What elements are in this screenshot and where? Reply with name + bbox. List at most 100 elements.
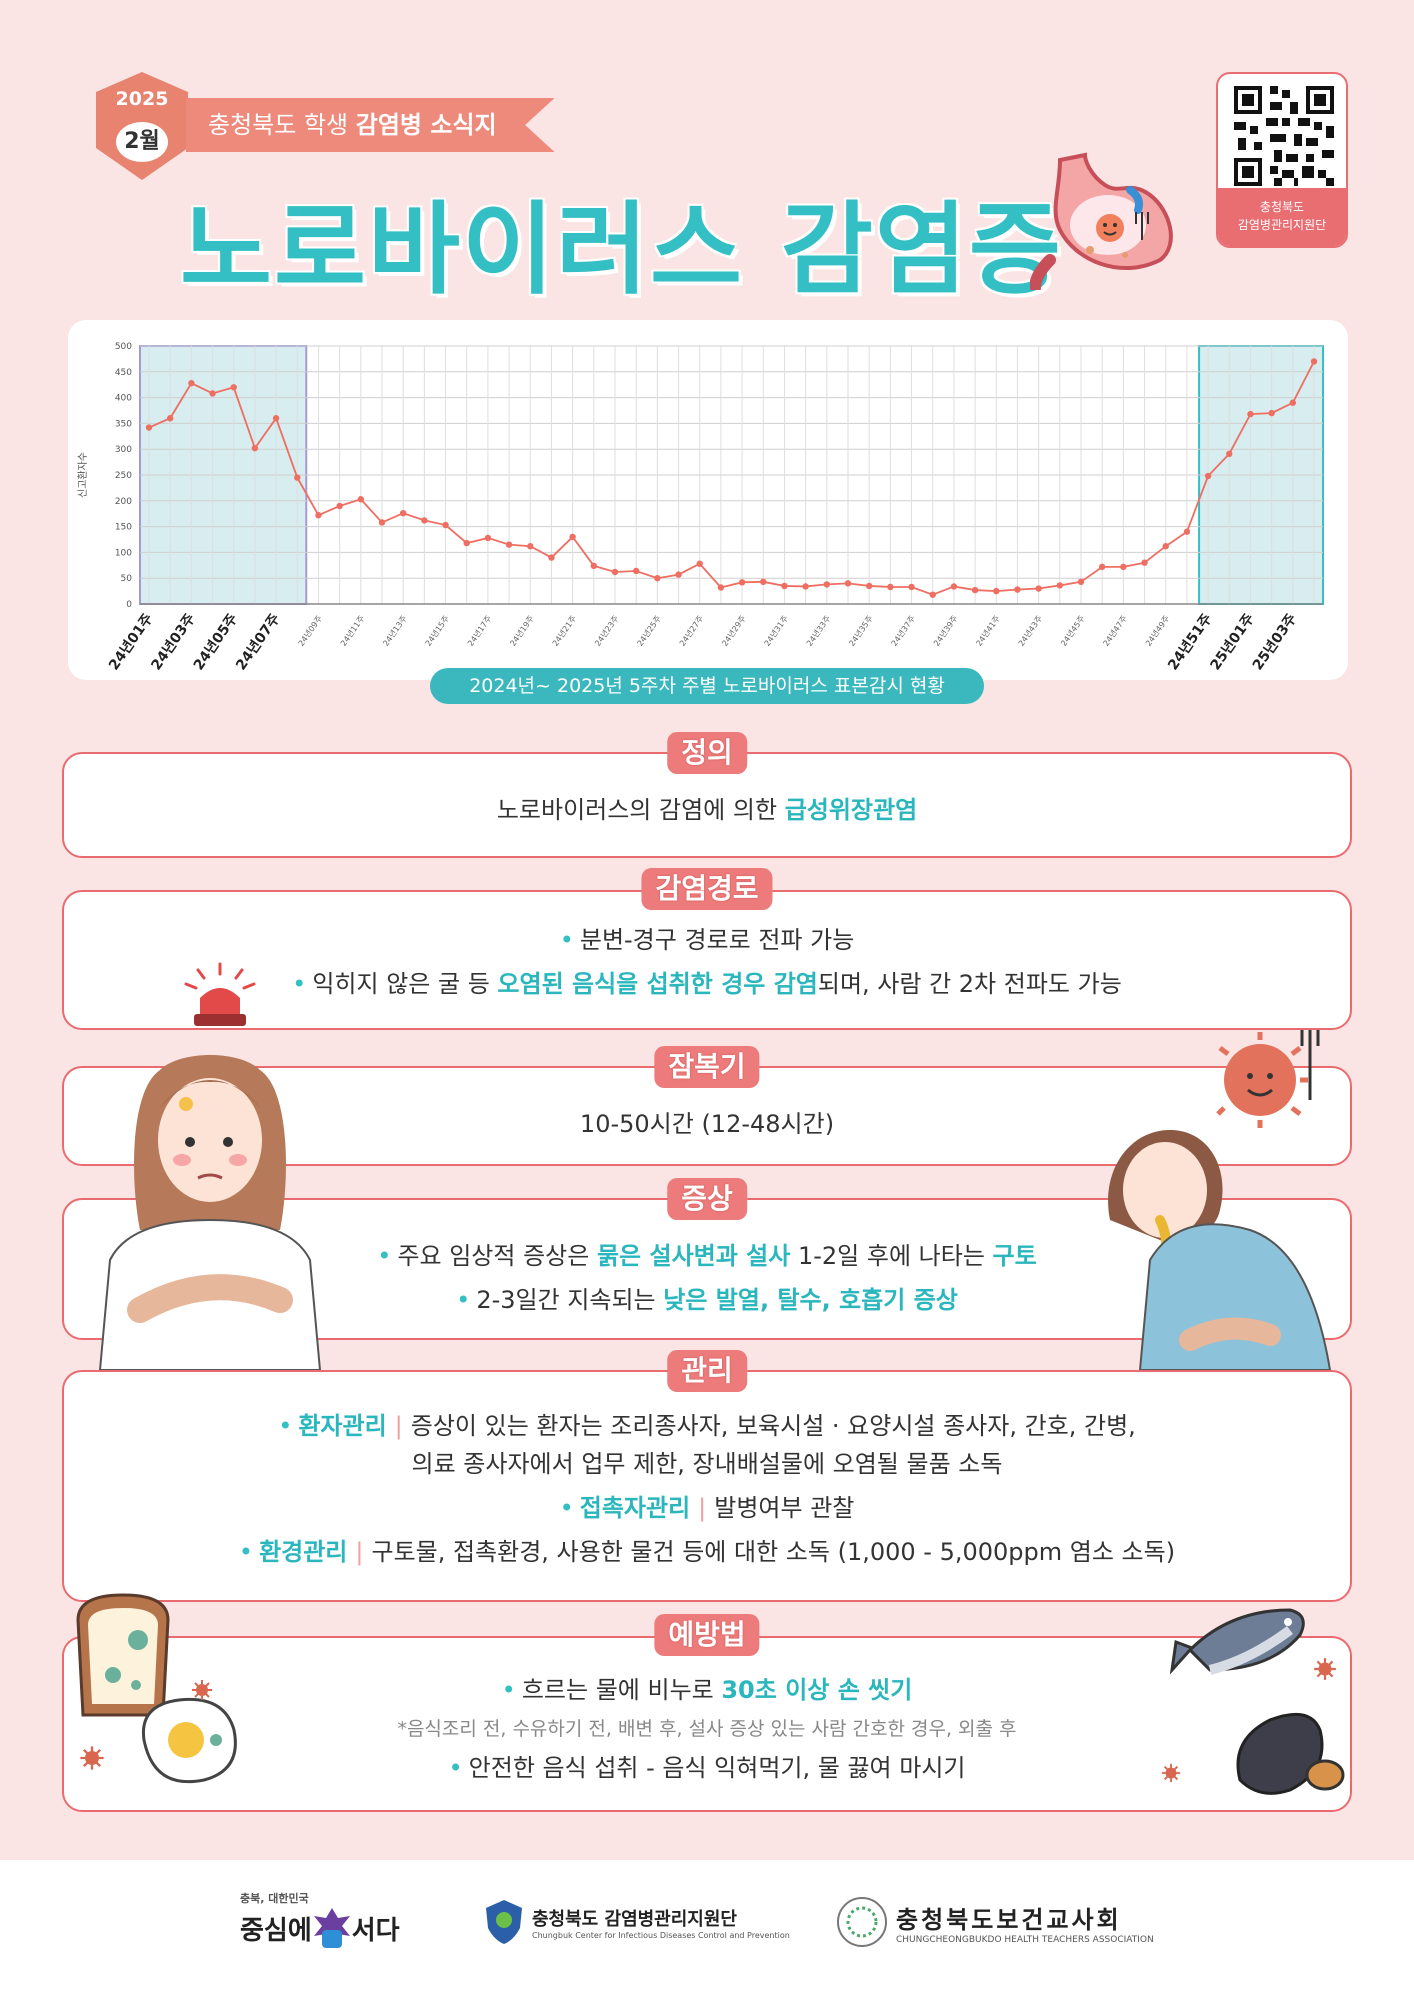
data-point [1056, 582, 1064, 589]
x-tick-label: 24년41주 [974, 613, 1002, 647]
subtitle-bold-text: 감염병 소식지 [355, 111, 497, 139]
data-point [378, 519, 386, 526]
data-point [315, 512, 322, 519]
definition-text: 노로바이러스의 감염에 의한 급성위장관염 [64, 790, 1350, 825]
logo1-small-text: 충북, 대한민국 [240, 1892, 309, 1905]
management-title: 관리 [667, 1350, 747, 1392]
data-point [230, 384, 237, 391]
issue-month: 2월 [116, 122, 168, 162]
x-tick-label: 24년39주 [931, 613, 959, 647]
chart-card: 0 50 100 150 200 250 300 350 400 450 500 신고환자수 24년01… [68, 320, 1348, 680]
data-point [505, 541, 513, 548]
data-point [654, 575, 661, 582]
stomach-virus-icon [1030, 152, 1173, 290]
patient-management-label: 환자관리 [298, 1412, 387, 1440]
data-point [1141, 559, 1148, 566]
x-tick-label: 24년19주 [508, 613, 536, 647]
route-line2-highlight: 오염된 음식을 섭취한 경우 감염 [497, 970, 818, 998]
y-tick-label: 250 [115, 471, 132, 481]
issue-year: 2025 [115, 88, 169, 110]
qr-card[interactable]: 충청북도 감염병관리지원단 [1216, 72, 1348, 248]
y-tick-label: 350 [115, 419, 132, 429]
definition-title: 정의 [667, 732, 747, 774]
chungbuk-logo[interactable]: 충북, 대한민국 중심에 서다 [240, 1890, 400, 1950]
chungbuk-emblem-icon [313, 1908, 350, 1948]
y-tick-label: 50 [121, 574, 133, 584]
girl-stomachache-illustration [98, 1055, 322, 1370]
data-point [865, 582, 873, 590]
logo2-main-text: 충청북도 감염병관리지원단 [532, 1908, 737, 1930]
prevention-line2-text: 안전한 음식 섭취 - 음식 익혀먹기, 물 끓여 마시기 [468, 1754, 966, 1782]
health-teachers-association-logo[interactable]: 충청북도보건교사회 CHUNGCHEONGBUKDO HEALTH TEACHE… [836, 1896, 1154, 1948]
data-point [145, 424, 153, 431]
prevention-line1-highlight: 30초 이상 손 씻기 [721, 1676, 913, 1704]
fish-icon [1170, 1608, 1305, 1675]
data-point [929, 591, 936, 598]
data-point [1268, 409, 1275, 417]
symptoms-line1-mid: 1-2일 후에 나타는 [790, 1242, 993, 1270]
data-point [548, 554, 555, 561]
patient-management-text1: 증상이 있는 환자는 조리종사자, 보육시설 · 요양시설 종사자, 간호, 간… [410, 1412, 1136, 1440]
x-tick-label: 24년11주 [338, 613, 366, 647]
logo3-main-text: 충청북도보건교사회 [896, 1905, 1122, 1934]
siren-icon [184, 962, 256, 1026]
symptoms-line2-highlight: 낮은 발열, 탈수, 호흡기 증상 [663, 1286, 958, 1314]
moldy-bread-icon [76, 1593, 170, 1717]
x-tick-label: 24년25주 [635, 613, 663, 647]
management-content: • 환자관리 | 증상이 있는 환자는 조리종사자, 보육시설 · 요양시설 종사자,… [64, 1404, 1350, 1574]
qr-label: 충청북도 감염병관리지원단 [1218, 188, 1346, 246]
issue-badge: 2025 2월 [92, 70, 192, 182]
x-tick-label: 24년47주 [1101, 613, 1129, 647]
newsletter-subtitle: 충청북도 학생 감염병 소식지 [186, 98, 555, 152]
route-content: • 분변-경구 경로로 전파 가능 • 익히지 않은 굴 등 오염된 음식을 섭취한… [64, 918, 1350, 1006]
data-point [357, 496, 365, 503]
logo2-sub-text: Chungbuk Center for Infectious Diseases … [532, 1930, 790, 1940]
data-point [1310, 358, 1318, 365]
page-title: 노로바이러스 감염증 [180, 191, 1063, 308]
route-title: 감염경로 [641, 868, 773, 910]
data-point [527, 543, 534, 550]
route-line2-post: 되며, 사람 간 2차 전파도 가능 [817, 970, 1122, 998]
data-point [823, 581, 831, 588]
y-tick-label: 0 [126, 600, 132, 610]
y-tick-label: 200 [115, 497, 132, 507]
prevention-note: *음식조리 전, 수유하기 전, 배변 후, 설사 증상 있는 사람 간호한 경… [397, 1718, 1017, 1740]
germ-icon [80, 1746, 104, 1770]
data-point [1204, 472, 1212, 480]
data-point [887, 583, 894, 591]
data-point [336, 502, 343, 510]
data-point [251, 444, 259, 452]
data-point [632, 567, 640, 575]
prevention-line1: • 흐르는 물에 비누로 30초 이상 손 씻기 [501, 1676, 913, 1704]
qr-label-line2: 감염병관리지원단 [1237, 218, 1327, 232]
data-point [1077, 578, 1085, 586]
route-line1: • 분변-경구 경로로 전파 가능 [559, 926, 855, 954]
data-point [590, 562, 598, 570]
symptoms-line1-highlight2: 구토 [992, 1242, 1037, 1270]
symptoms-line2: • 2-3일간 지속되는 낮은 발열, 탈수, 호흡기 증상 [456, 1286, 958, 1314]
symptoms-line1-highlight: 묽은 설사변과 설사 [596, 1242, 791, 1270]
y-axis-label: 신고환자수 [77, 452, 89, 498]
data-point [1120, 563, 1127, 571]
infectious-disease-center-logo[interactable]: 충청북도 감염병관리지원단 Chungbuk Center for Infect… [484, 1898, 790, 1946]
prevention-line2: • 안전한 음식 섭취 - 음식 익혀먹기, 물 끓여 마시기 [448, 1754, 966, 1782]
x-tick-label: 24년35주 [846, 613, 874, 647]
data-point [1014, 586, 1021, 593]
association-emblem-icon [837, 1897, 887, 1947]
data-point [611, 568, 619, 576]
germ-icon [1161, 1763, 1181, 1783]
x-tick-label: 24년49주 [1143, 613, 1171, 647]
route-line2: • 익히지 않은 굴 등 오염된 음식을 섭취한 경우 감염되며, 사람 간 2차… [292, 970, 1122, 998]
prevention-section: • 흐르는 물에 비누로 30초 이상 손 씻기 *음식조리 전, 수유하기 전,… [62, 1636, 1352, 1812]
symptoms-line2-pre: 2-3일간 지속되는 [476, 1286, 664, 1314]
data-point [166, 415, 174, 422]
qr-code-icon[interactable] [1234, 86, 1334, 186]
environment-management-line: • 환경관리 | 구토물, 접촉환경, 사용한 물건 등에 대한 소독 (1,000 … [238, 1538, 1176, 1566]
environment-management-label: 환경관리 [259, 1538, 348, 1566]
y-tick-label: 500 [115, 342, 132, 352]
data-point [950, 583, 958, 590]
data-point [484, 534, 492, 542]
data-point [569, 533, 576, 541]
data-point [1162, 543, 1169, 550]
x-tick-label: 24년17주 [465, 613, 493, 647]
